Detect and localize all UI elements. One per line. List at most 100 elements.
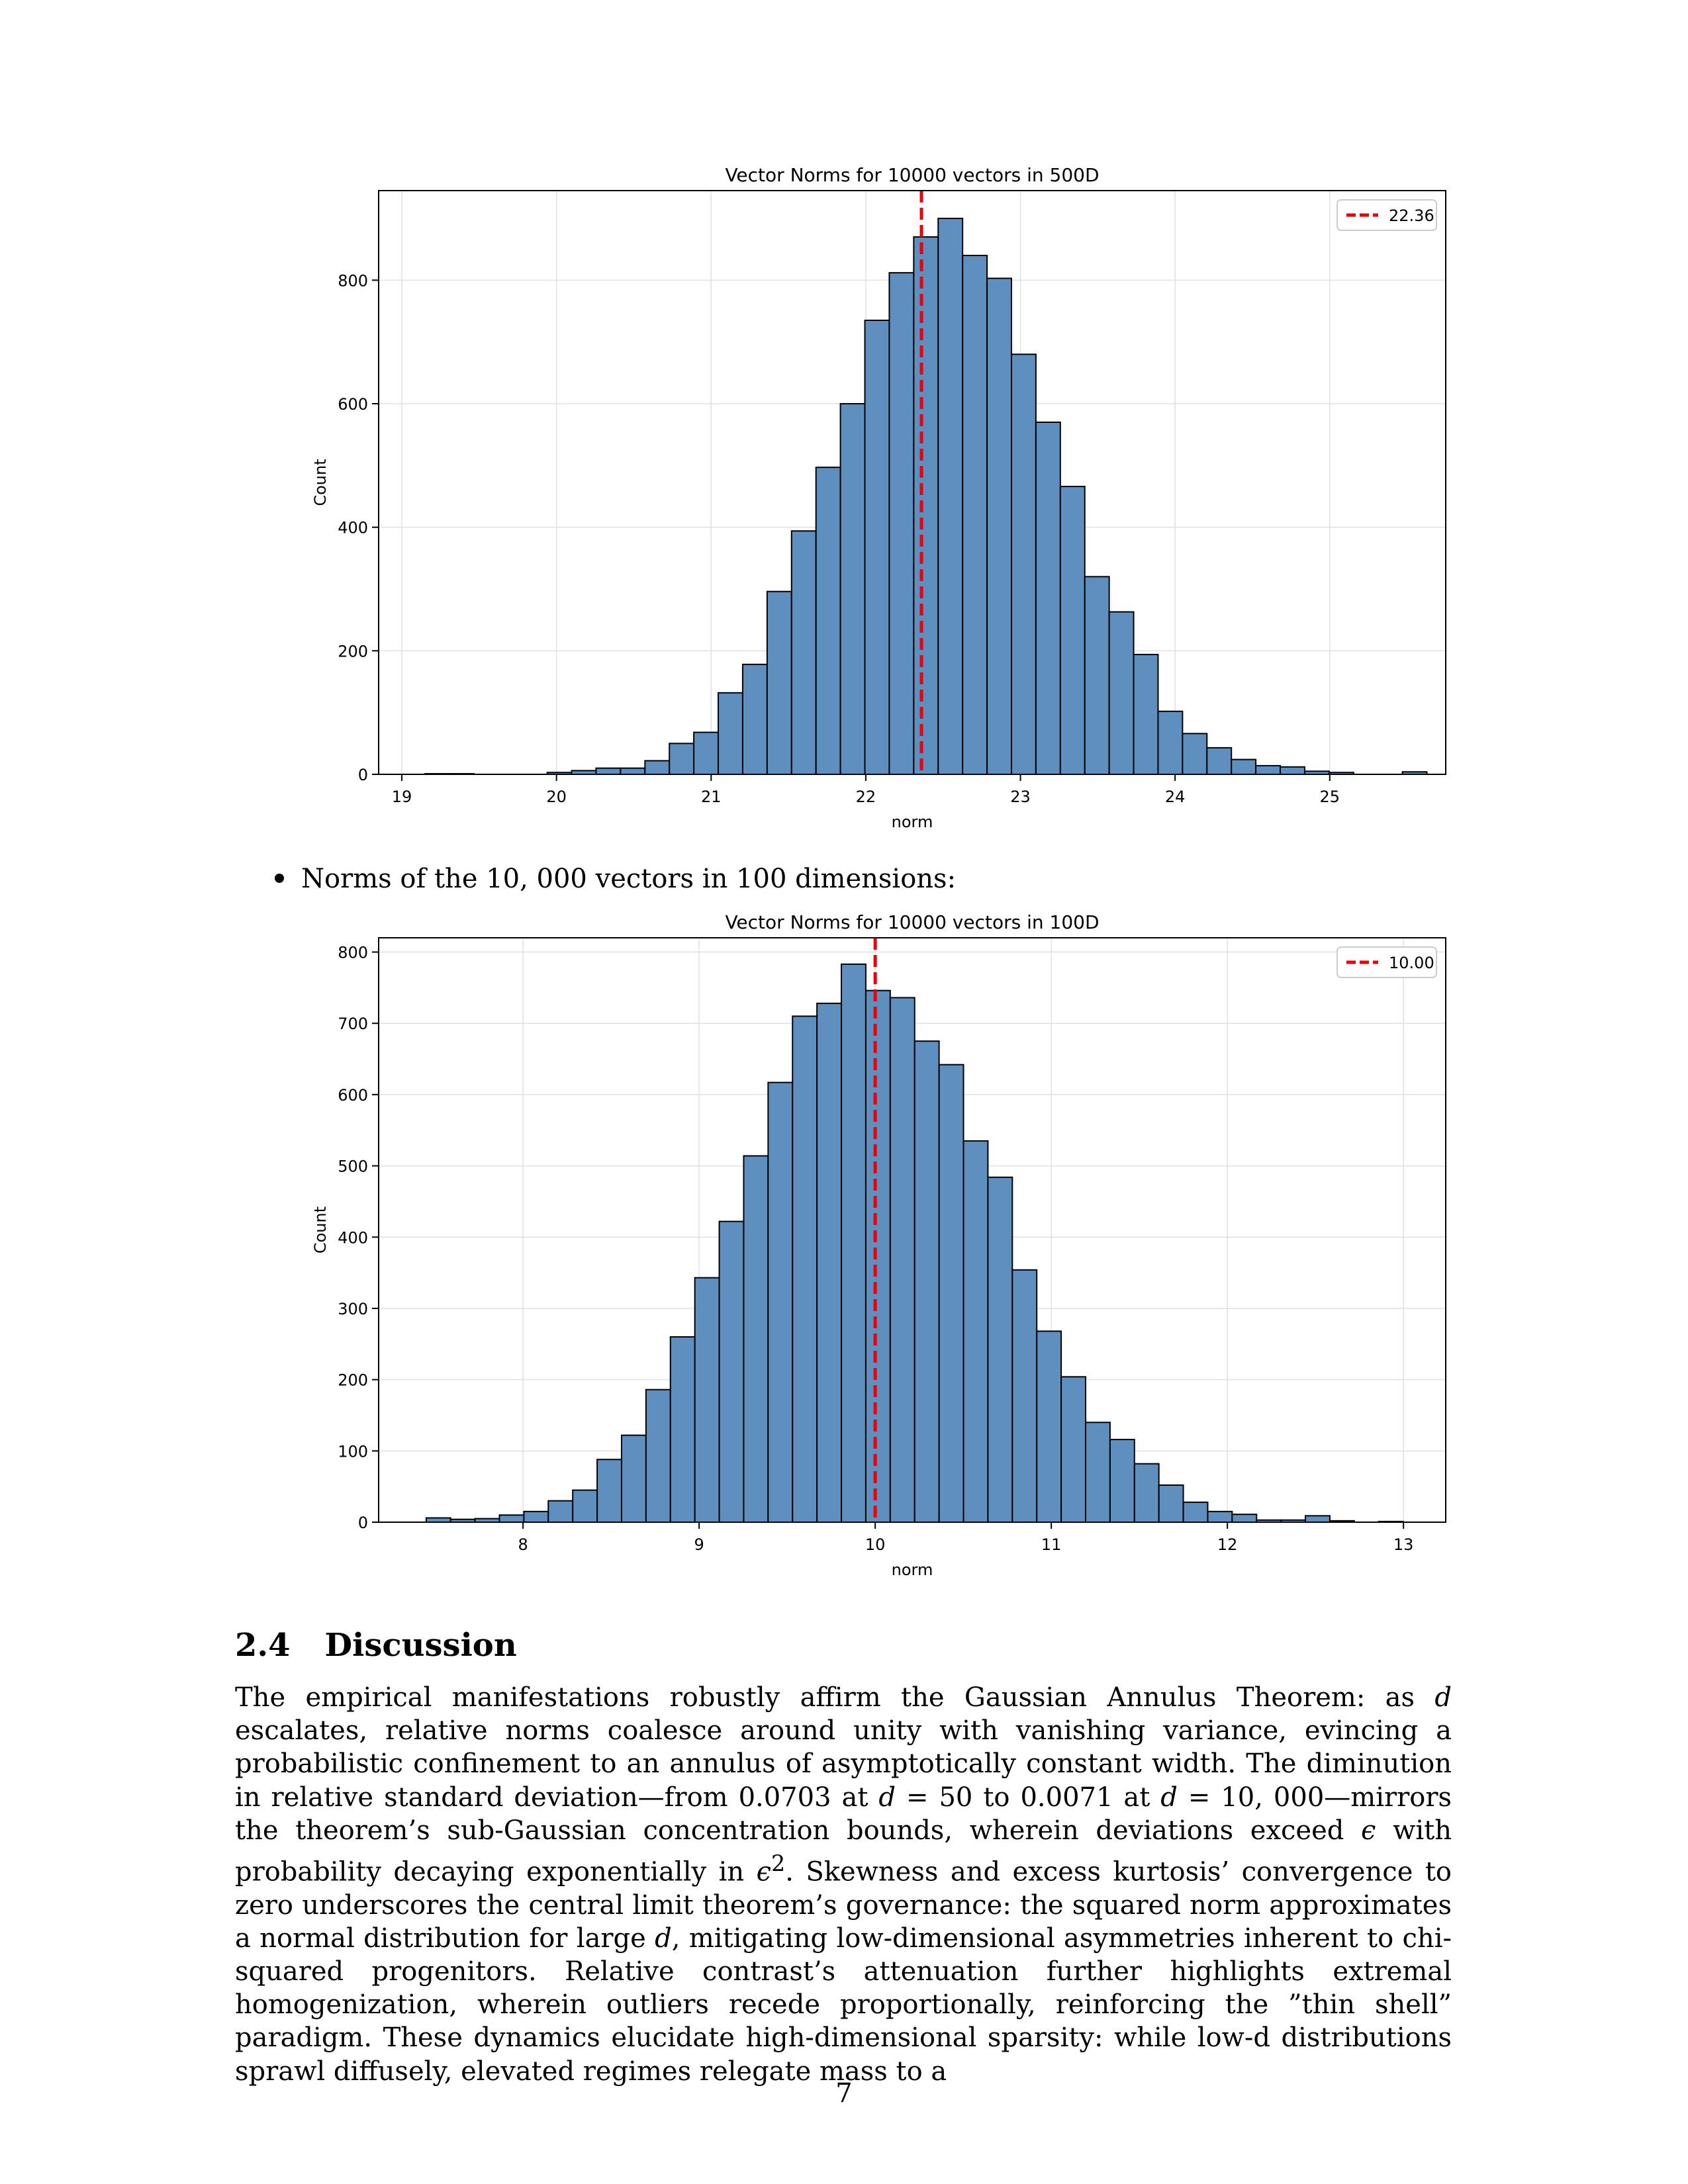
histogram-bar: [1157, 710, 1184, 775]
y-tick-label: 600: [338, 1086, 368, 1105]
histogram-bar: [498, 1514, 525, 1523]
x-tick-label: 23: [1010, 788, 1031, 806]
legend-label: 22.36: [1389, 206, 1434, 225]
histogram-100d-svg: 8 9 10 11 12 13 0 100 200 300 400 500 600 700 800 Vecto…: [311, 911, 1446, 1579]
histogram-bar: [1108, 611, 1135, 775]
histogram-bar: [1280, 766, 1305, 775]
histogram-bar: [962, 255, 988, 775]
histogram-bar: [1035, 422, 1061, 775]
histogram-bar: [620, 1434, 647, 1523]
histogram-bar: [669, 743, 695, 775]
histogram-bar: [841, 963, 867, 1523]
section-heading: 2.4 Discussion: [235, 1627, 517, 1664]
histogram-bar: [1305, 1515, 1331, 1523]
section-title: Discussion: [324, 1627, 517, 1664]
x-tick-label: 12: [1217, 1535, 1238, 1554]
histogram-bar: [839, 403, 866, 775]
y-tick-label: 200: [338, 1371, 368, 1390]
page-number: 7: [835, 2078, 853, 2109]
y-tick-label: 200: [338, 642, 368, 660]
y-axis-label: Count: [311, 1206, 330, 1253]
histogram-bar: [815, 467, 841, 775]
y-tick-label: 800: [338, 271, 368, 290]
x-tick-label: 11: [1041, 1535, 1062, 1554]
histogram-bar: [767, 1081, 794, 1524]
histogram-bar: [1059, 486, 1086, 775]
histogram-bar: [1109, 1439, 1135, 1524]
histogram-bar: [1011, 1269, 1038, 1523]
histogram-bar: [1133, 1463, 1160, 1524]
y-tick-label: 300: [338, 1300, 368, 1318]
x-tick-label: 19: [392, 788, 412, 806]
histogram-bar: [937, 218, 964, 775]
histogram-bar: [1084, 576, 1110, 775]
histogram-bar: [669, 1336, 696, 1524]
histogram-bar: [1084, 1422, 1111, 1523]
histogram-bar: [1182, 733, 1208, 776]
histogram-bar: [523, 1510, 549, 1523]
legend-box: [1336, 946, 1437, 978]
histogram-bar: [718, 692, 743, 775]
histogram-bar: [889, 997, 915, 1523]
y-axis-label: Count: [311, 459, 330, 506]
histogram-bar: [1158, 1484, 1184, 1524]
histogram-bar: [913, 236, 939, 775]
x-tick-label: 22: [856, 788, 876, 806]
legend-label: 10.00: [1389, 954, 1434, 972]
y-tick-label: 0: [358, 766, 368, 784]
legend-box: [1336, 199, 1437, 231]
histogram-bar: [766, 590, 792, 775]
histogram-bar: [938, 1064, 964, 1524]
histogram-bar: [790, 530, 817, 775]
histogram-bar: [1036, 1330, 1062, 1523]
x-tick-label: 8: [518, 1535, 528, 1554]
y-tick-label: 700: [338, 1015, 368, 1033]
histogram-bar: [620, 767, 646, 776]
y-tick-label: 0: [358, 1514, 368, 1532]
histogram-bar: [1182, 1501, 1209, 1523]
plot-frame: [378, 190, 1446, 775]
x-tick-label: 20: [546, 788, 567, 806]
x-tick-label: 25: [1320, 788, 1340, 806]
chart-title: Vector Norms for 10000 vectors in 500D: [725, 164, 1099, 186]
histogram-100d: 8 9 10 11 12 13 0 100 200 300 400 500 600 700 800 Vecto…: [0, 900, 1688, 1602]
y-tick-label: 400: [338, 1228, 368, 1247]
histogram-bar: [596, 1459, 622, 1523]
histogram-bar: [962, 1140, 989, 1523]
histogram-bar: [987, 1176, 1013, 1523]
bullet-text: Norms of the 10, 000 vectors in 100 dime…: [301, 864, 957, 894]
histogram-bar: [741, 663, 768, 775]
histogram-bar: [888, 272, 915, 775]
histogram-bar: [864, 320, 890, 775]
bullet-dot: [275, 874, 284, 883]
x-axis-label: norm: [892, 1561, 933, 1579]
histogram-bar: [1231, 758, 1257, 775]
plot-frame: [378, 937, 1446, 1523]
discussion-paragraph: The empirical manifestations robustly af…: [235, 1682, 1452, 2087]
histogram-bar: [1231, 1514, 1258, 1524]
histogram-500d-svg: 19 20 21 22 23 24 25 0 200 400 600 800 Vector Norms …: [311, 164, 1446, 831]
histogram-bar: [547, 1500, 574, 1524]
histogram-bar: [645, 1388, 671, 1524]
histogram-bar: [1255, 764, 1282, 776]
histogram-bar: [1010, 353, 1037, 776]
y-tick-label: 100: [338, 1442, 368, 1461]
histogram-bar: [572, 1489, 598, 1523]
x-tick-label: 21: [701, 788, 722, 806]
histogram-bar: [986, 277, 1012, 776]
bullet-item: Norms of the 10, 000 vectors in 100 dime…: [275, 864, 956, 894]
histogram-bar: [865, 989, 891, 1523]
histogram-bar: [595, 767, 622, 776]
x-tick-label: 9: [694, 1535, 704, 1554]
histogram-bar: [792, 1015, 818, 1523]
y-tick-label: 600: [338, 395, 368, 414]
y-tick-label: 400: [338, 519, 368, 537]
y-tick-label: 500: [338, 1158, 368, 1176]
histogram-bar: [816, 1003, 843, 1523]
y-tick-label: 800: [338, 944, 368, 962]
histogram-bar: [743, 1155, 769, 1523]
histogram-bar: [1060, 1376, 1086, 1524]
x-tick-label: 13: [1393, 1535, 1414, 1554]
x-tick-label: 10: [865, 1535, 886, 1554]
histogram-bar: [914, 1040, 940, 1523]
